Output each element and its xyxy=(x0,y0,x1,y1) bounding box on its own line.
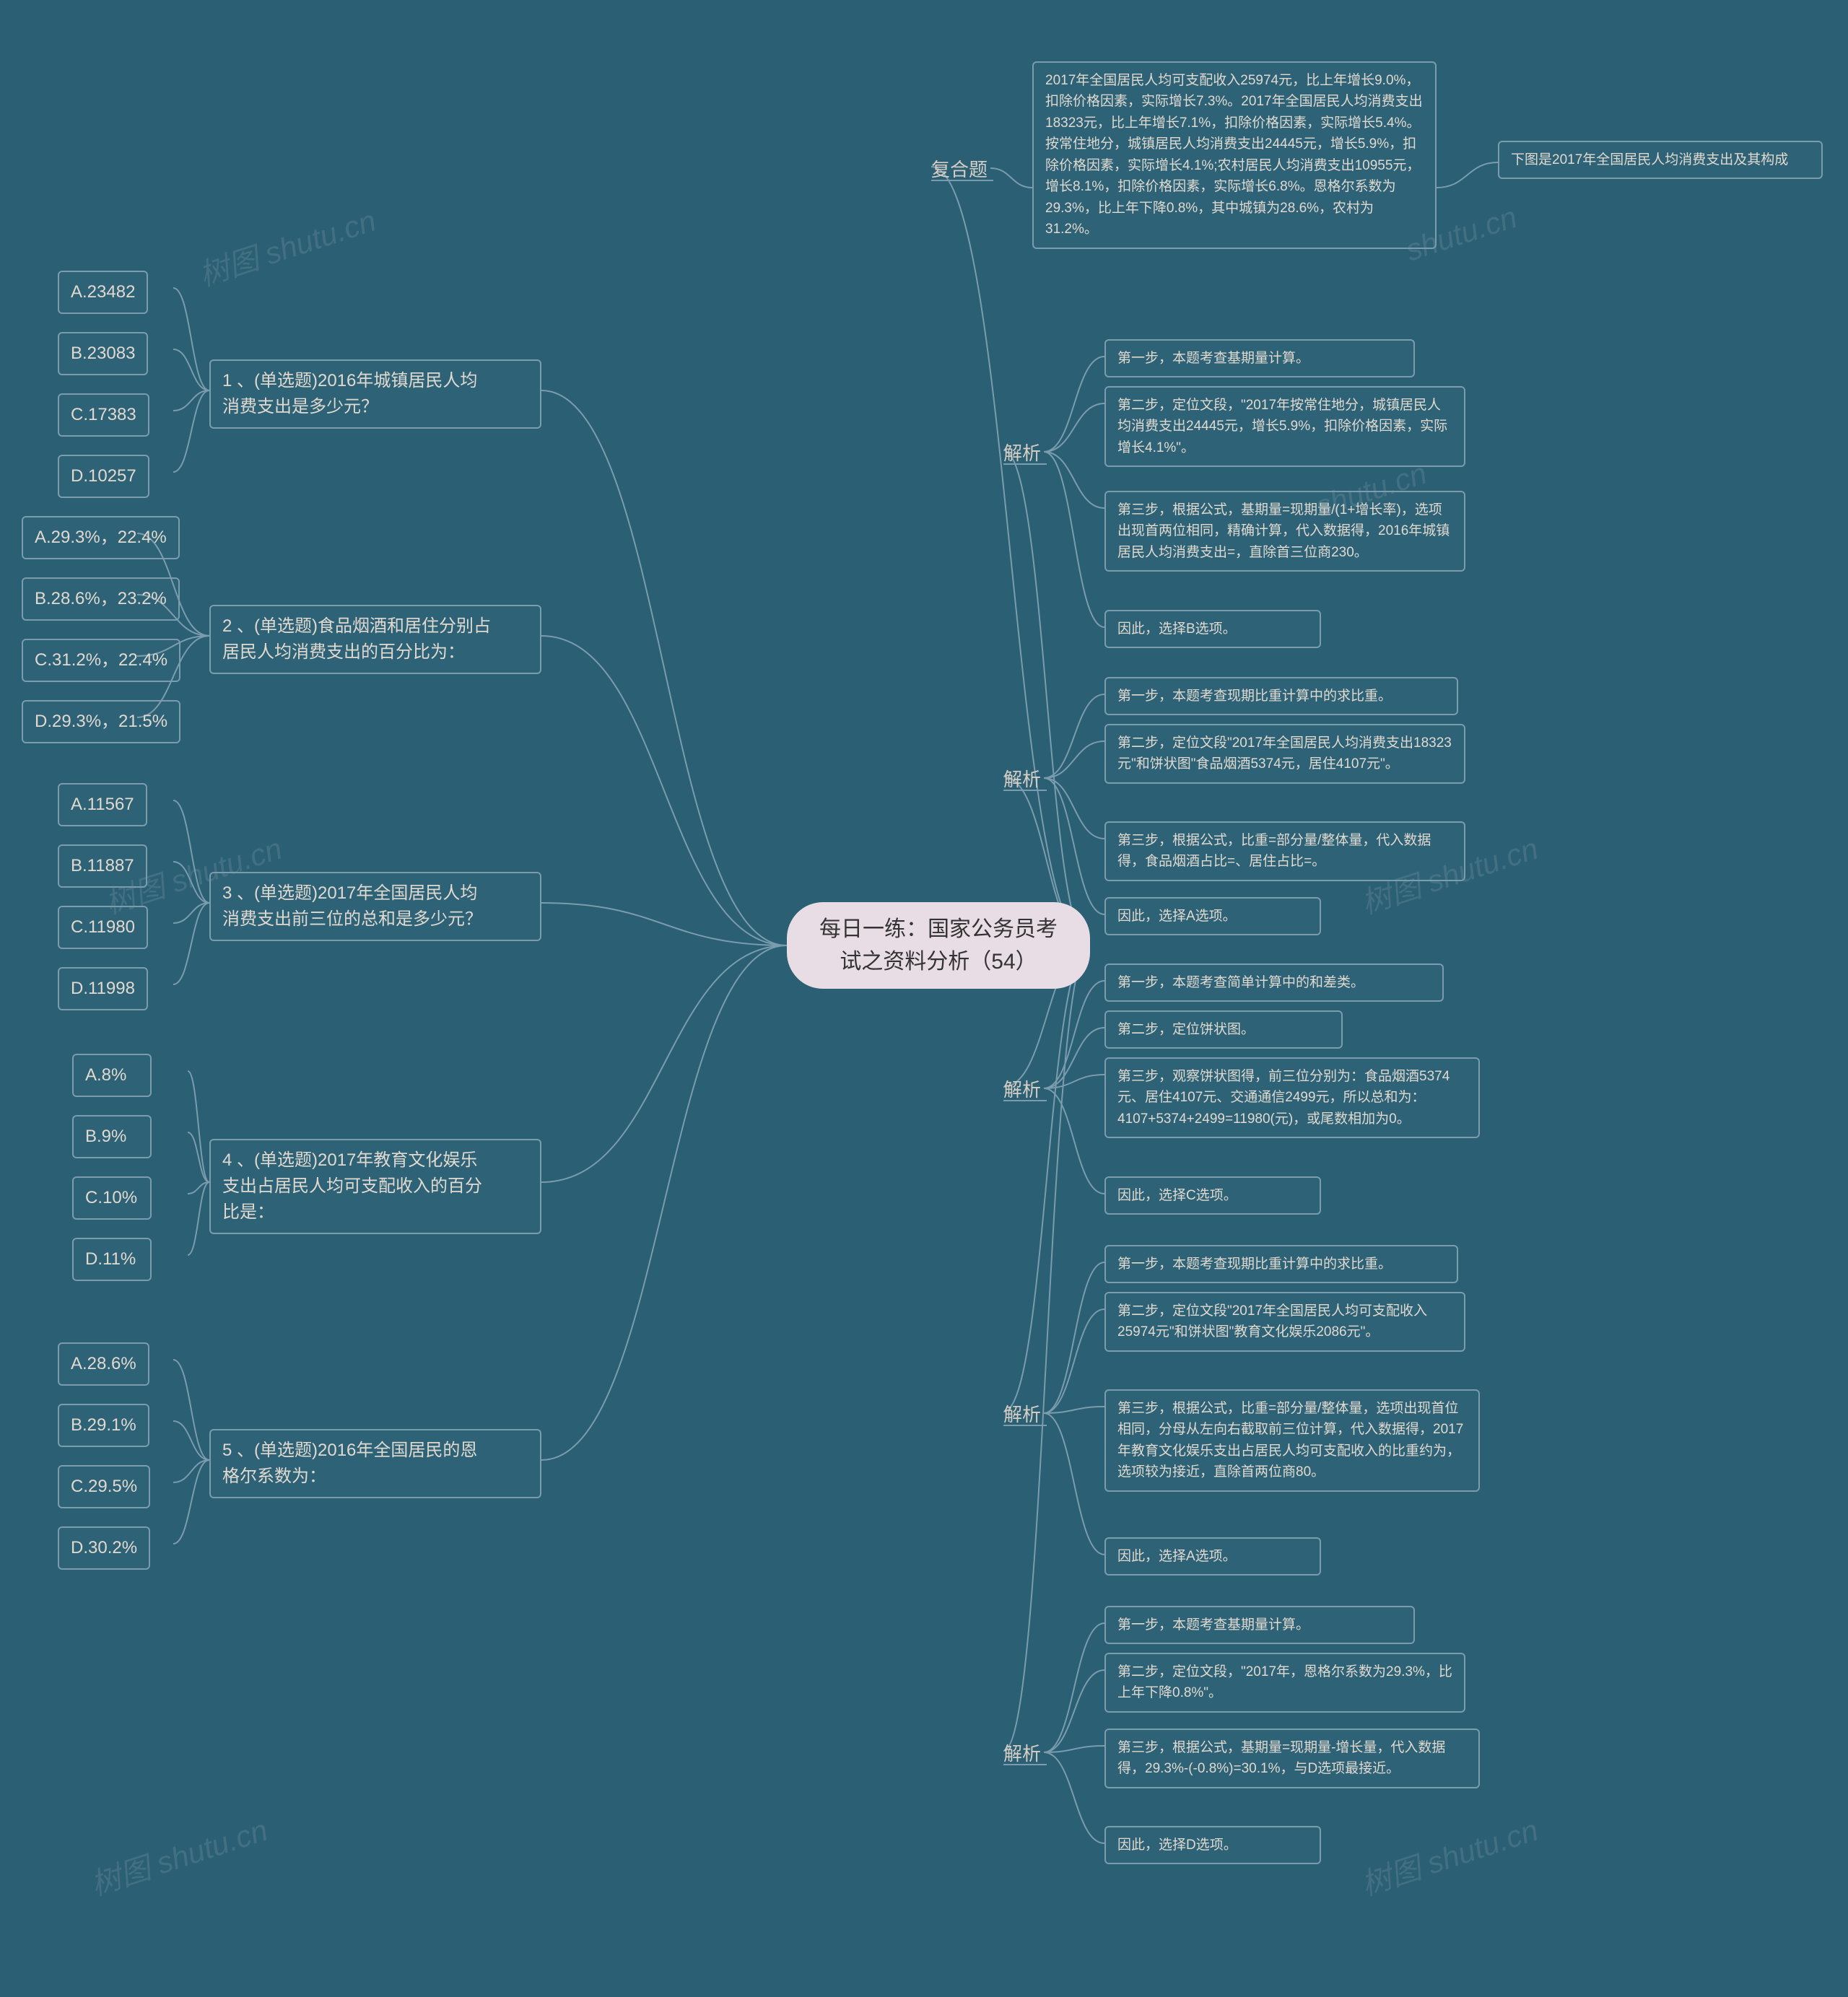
option-q3-c: C.11980 xyxy=(58,906,148,949)
analysis-4-step-1: 第一步，本题考查现期比重计算中的求比重。 xyxy=(1104,1245,1458,1283)
analysis-label-1: 解析 xyxy=(1003,439,1041,466)
analysis-5-step-3: 第三步，根据公式，基期量=现期量-增长量，代入数据得，29.3%-(-0.8%)… xyxy=(1104,1729,1480,1788)
question-q1: 1 、(单选题)2016年城镇居民人均消费支出是多少元？ xyxy=(209,359,541,429)
option-q3-a: A.11567 xyxy=(58,783,147,826)
mindmap-canvas: 树图 shutu.cnshutu.cn树图 shutu.cn树图 shutu.c… xyxy=(0,0,1848,1997)
analysis-2-step-1: 第一步，本题考查现期比重计算中的求比重。 xyxy=(1104,677,1458,715)
analysis-5-step-2: 第二步，定位文段，"2017年，恩格尔系数为29.3%，比上年下降0.8%"。 xyxy=(1104,1653,1465,1713)
analysis-1-step-2: 第二步，定位文段，"2017年按常住地分，城镇居民人均消费支出24445元，增长… xyxy=(1104,386,1465,467)
option-q5-c: C.29.5% xyxy=(58,1465,150,1508)
option-q1-d: D.10257 xyxy=(58,455,149,498)
question-q4: 4 、(单选题)2017年教育文化娱乐支出占居民人均可支配收入的百分比是： xyxy=(209,1139,541,1234)
option-q1-a: A.23482 xyxy=(58,271,148,314)
option-q2-b: B.28.6%，23.2% xyxy=(22,577,180,621)
analysis-3-step-3: 第三步，观察饼状图得，前三位分别为：食品烟酒5374元、居住4107元、交通通信… xyxy=(1104,1057,1480,1138)
option-q4-c: C.10% xyxy=(72,1176,152,1220)
option-q2-c: C.31.2%，22.4% xyxy=(22,639,180,682)
analysis-4-step-3: 第三步，根据公式，比重=部分量/整体量，选项出现首位相同，分母从左向右截取前三位… xyxy=(1104,1389,1480,1492)
option-q1-b: B.23083 xyxy=(58,332,148,375)
option-q4-b: B.9% xyxy=(72,1115,152,1158)
compound-figure-note: 下图是2017年全国居民人均消费支出及其构成 xyxy=(1498,141,1823,179)
option-q5-d: D.30.2% xyxy=(58,1526,150,1570)
analysis-3-step-2: 第二步，定位饼状图。 xyxy=(1104,1010,1343,1049)
option-q4-a: A.8% xyxy=(72,1054,152,1097)
analysis-2-step-2: 第二步，定位文段"2017年全国居民人均消费支出18323元"和饼状图"食品烟酒… xyxy=(1104,724,1465,784)
analysis-2-step-4: 因此，选择A选项。 xyxy=(1104,897,1321,935)
question-q5: 5 、(单选题)2016年全国居民的恩格尔系数为： xyxy=(209,1429,541,1498)
analysis-2-step-3: 第三步，根据公式，比重=部分量/整体量，代入数据得，食品烟酒占比=、居住占比=。 xyxy=(1104,821,1465,881)
analysis-5-step-1: 第一步，本题考查基期量计算。 xyxy=(1104,1606,1415,1644)
analysis-4-step-4: 因此，选择A选项。 xyxy=(1104,1537,1321,1576)
option-q4-d: D.11% xyxy=(72,1238,152,1281)
option-q5-b: B.29.1% xyxy=(58,1404,149,1447)
analysis-label-4: 解析 xyxy=(1003,1400,1041,1427)
option-q5-a: A.28.6% xyxy=(58,1342,149,1386)
option-q3-d: D.11998 xyxy=(58,967,148,1010)
compound-passage: 2017年全国居民人均可支配收入25974元，比上年增长9.0%，扣除价格因素，… xyxy=(1032,61,1437,249)
option-q2-a: A.29.3%，22.4% xyxy=(22,516,180,559)
analysis-3-step-1: 第一步，本题考查简单计算中的和差类。 xyxy=(1104,963,1444,1002)
option-q1-c: C.17383 xyxy=(58,393,149,437)
question-q2: 2 、(单选题)食品烟酒和居住分别占居民人均消费支出的百分比为： xyxy=(209,605,541,674)
analysis-5-step-4: 因此，选择D选项。 xyxy=(1104,1826,1321,1864)
analysis-4-step-2: 第二步，定位文段"2017年全国居民人均可支配收入25974元"和饼状图"教育文… xyxy=(1104,1292,1465,1352)
analysis-label-2: 解析 xyxy=(1003,765,1041,792)
analysis-3-step-4: 因此，选择C选项。 xyxy=(1104,1176,1321,1215)
option-q2-d: D.29.3%，21.5% xyxy=(22,700,180,743)
analysis-label-3: 解析 xyxy=(1003,1075,1041,1102)
compound-label: 复合题 xyxy=(931,155,988,182)
analysis-1-step-3: 第三步，根据公式，基期量=现期量/(1+增长率)，选项出现首两位相同，精确计算，… xyxy=(1104,491,1465,572)
question-q3: 3 、(单选题)2017年全国居民人均消费支出前三位的总和是多少元？ xyxy=(209,872,541,941)
center-node: 每日一练：国家公务员考试之资料分析（54） xyxy=(787,902,1090,989)
analysis-label-5: 解析 xyxy=(1003,1739,1041,1766)
analysis-1-step-4: 因此，选择B选项。 xyxy=(1104,610,1321,648)
option-q3-b: B.11887 xyxy=(58,844,147,888)
analysis-1-step-1: 第一步，本题考查基期量计算。 xyxy=(1104,339,1415,377)
